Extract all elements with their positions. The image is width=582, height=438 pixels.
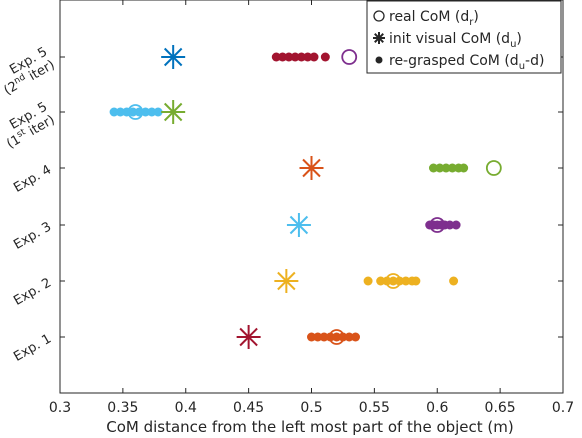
legend-star-icon bbox=[373, 32, 385, 44]
real-com-marker bbox=[341, 49, 358, 65]
regrasped-point bbox=[332, 332, 342, 342]
regrasped-point bbox=[141, 107, 151, 117]
regrasped-point bbox=[115, 107, 125, 117]
category-label-exp1: Exp. 1 bbox=[11, 331, 54, 364]
series-exp5a bbox=[109, 100, 186, 124]
legend-box bbox=[366, 0, 562, 74]
init-com-marker bbox=[236, 325, 261, 349]
star-stroke bbox=[239, 327, 258, 347]
legend-text-close: ) bbox=[516, 31, 521, 47]
x-tick-label: 0.7 bbox=[552, 400, 574, 416]
regrasped-point bbox=[401, 276, 411, 286]
regrasped-point bbox=[376, 276, 386, 286]
legend-text-main: real CoM (d bbox=[389, 9, 469, 25]
label-pre: (2 bbox=[1, 79, 20, 99]
category-labels: Exp. 1 Exp. 2 Exp. 3 Exp. 4 Exp. 5(1st iter)… bbox=[0, 45, 58, 365]
regrasped-point bbox=[451, 220, 461, 230]
legend-text-main: re-grasped CoM (d bbox=[389, 53, 519, 69]
series-exp1 bbox=[236, 325, 361, 349]
legend-entry-regrasp: re-grasped CoM (du-d) bbox=[389, 53, 544, 72]
x-axis-label: CoM distance from the left most part of … bbox=[106, 418, 514, 436]
x-tick-label: 0.45 bbox=[233, 400, 264, 416]
category-label-exp2: Exp. 2 bbox=[11, 275, 54, 308]
x-tick-label: 0.65 bbox=[485, 400, 516, 416]
regrasped-point bbox=[147, 107, 157, 117]
legend-entry-real: real CoM (dr) bbox=[389, 9, 479, 28]
regrasped-point bbox=[284, 52, 294, 62]
label-pre: (1 bbox=[4, 132, 23, 152]
regrasped-point bbox=[441, 163, 451, 173]
regrasped-point bbox=[313, 332, 323, 342]
legend-text-close: ) bbox=[473, 9, 478, 25]
legend: real CoM (dr)init visual CoM (du)re-gras… bbox=[366, 0, 562, 74]
regrasped-point bbox=[128, 107, 138, 117]
category-label-exp5b: Exp. 5(2nd iter) bbox=[0, 45, 58, 99]
regrasped-point bbox=[459, 163, 469, 173]
regrasped-point bbox=[344, 332, 354, 342]
legend-text-main: init visual CoM (d bbox=[389, 31, 510, 47]
markers-layer bbox=[109, 45, 502, 349]
legend-text-close: -d) bbox=[525, 53, 544, 69]
real-com-marker bbox=[328, 329, 345, 345]
legend-entry-init: init visual CoM (du) bbox=[389, 31, 522, 50]
legend-text-sub: u bbox=[519, 61, 525, 72]
star-stroke bbox=[163, 102, 183, 122]
init-com-marker bbox=[299, 156, 324, 180]
real-com-marker bbox=[429, 217, 446, 233]
series-exp2 bbox=[274, 269, 459, 293]
x-tick-label: 0.4 bbox=[175, 400, 197, 416]
real-com-marker bbox=[385, 273, 402, 289]
x-tick-label: 0.55 bbox=[359, 400, 390, 416]
x-tick-label: 0.5 bbox=[300, 400, 322, 416]
init-com-marker bbox=[161, 45, 186, 69]
series-exp3 bbox=[286, 213, 461, 237]
star-stroke bbox=[289, 215, 309, 235]
regrasped-point bbox=[296, 52, 306, 62]
label-sup: nd bbox=[13, 72, 28, 86]
init-com-marker bbox=[161, 100, 186, 124]
regrasped-point bbox=[351, 332, 361, 342]
star-stroke bbox=[374, 33, 384, 43]
category-label-exp5a: Exp. 5(1st iter) bbox=[0, 100, 58, 152]
regrasped-point bbox=[271, 52, 281, 62]
x-axis-ticks: 0.3 0.35 0.4 0.45 0.5 0.55 0.6 0.65 0.7 bbox=[49, 0, 574, 416]
star-stroke bbox=[302, 158, 321, 178]
regrasped-point bbox=[388, 276, 398, 286]
regrasped-point bbox=[109, 107, 119, 117]
regrasped-point bbox=[319, 332, 329, 342]
real-com-marker bbox=[127, 104, 144, 120]
category-label-exp3: Exp. 3 bbox=[11, 219, 54, 252]
real-com-marker bbox=[485, 160, 502, 176]
regrasped-point bbox=[290, 52, 300, 62]
regrasped-point bbox=[449, 276, 459, 286]
star-stroke bbox=[277, 271, 296, 291]
init-com-marker bbox=[286, 213, 311, 237]
regrasped-point bbox=[309, 52, 319, 62]
star-stroke bbox=[163, 47, 183, 67]
series-exp5b bbox=[161, 45, 358, 69]
init-com-marker bbox=[274, 269, 299, 293]
series-exp4 bbox=[299, 156, 502, 180]
legend-text-sub: u bbox=[510, 39, 516, 50]
regrasped-point bbox=[411, 276, 421, 286]
x-tick-label: 0.3 bbox=[49, 400, 71, 416]
legend-circle-icon bbox=[373, 10, 385, 22]
regrasped-point bbox=[307, 332, 316, 342]
legend-dot-icon bbox=[375, 56, 383, 64]
category-label-exp4: Exp. 4 bbox=[11, 162, 54, 195]
regrasped-point bbox=[435, 163, 445, 173]
x-tick-label: 0.35 bbox=[107, 400, 138, 416]
regrasped-point bbox=[278, 52, 288, 62]
regrasped-point bbox=[363, 276, 373, 286]
x-tick-label: 0.6 bbox=[426, 400, 448, 416]
regrasped-point bbox=[447, 163, 457, 173]
regrasped-point bbox=[153, 107, 163, 117]
regrasped-point bbox=[303, 52, 313, 62]
legend-text-sub: r bbox=[469, 17, 474, 28]
regrasped-point bbox=[445, 220, 455, 230]
regrasped-point bbox=[428, 163, 438, 173]
regrasped-point bbox=[320, 52, 330, 62]
